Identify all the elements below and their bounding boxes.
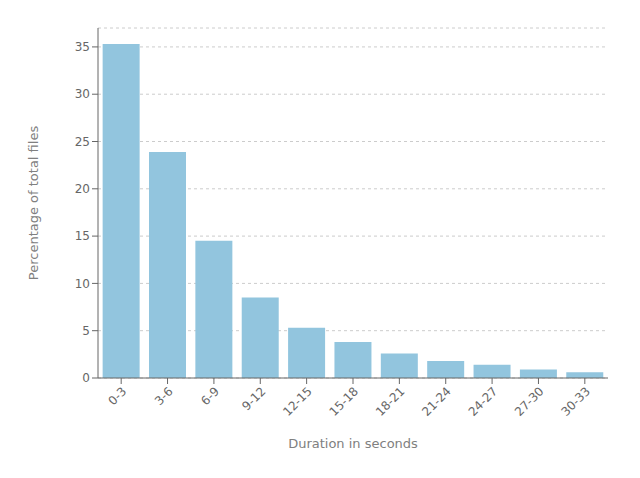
svg-text:15-18: 15-18 — [327, 384, 362, 419]
svg-text:Percentage of total files: Percentage of total files — [26, 126, 41, 281]
svg-text:25: 25 — [75, 135, 90, 149]
svg-text:3-6: 3-6 — [152, 384, 176, 408]
svg-text:0-3: 0-3 — [106, 384, 130, 408]
svg-text:18-21: 18-21 — [373, 384, 408, 419]
svg-text:20: 20 — [75, 182, 90, 196]
svg-text:Duration in seconds: Duration in seconds — [288, 436, 418, 451]
svg-text:10: 10 — [75, 277, 90, 291]
svg-text:12-15: 12-15 — [280, 384, 315, 419]
svg-text:30-33: 30-33 — [558, 384, 593, 419]
svg-text:0: 0 — [82, 371, 90, 385]
svg-text:24-27: 24-27 — [466, 384, 501, 419]
svg-text:27-30: 27-30 — [512, 384, 547, 419]
svg-text:30: 30 — [75, 87, 90, 101]
svg-text:21-24: 21-24 — [419, 384, 454, 419]
svg-text:6-9: 6-9 — [198, 384, 222, 408]
svg-text:9-12: 9-12 — [239, 384, 268, 413]
svg-text:35: 35 — [75, 40, 90, 54]
svg-text:5: 5 — [82, 324, 90, 338]
svg-text:15: 15 — [75, 229, 90, 243]
